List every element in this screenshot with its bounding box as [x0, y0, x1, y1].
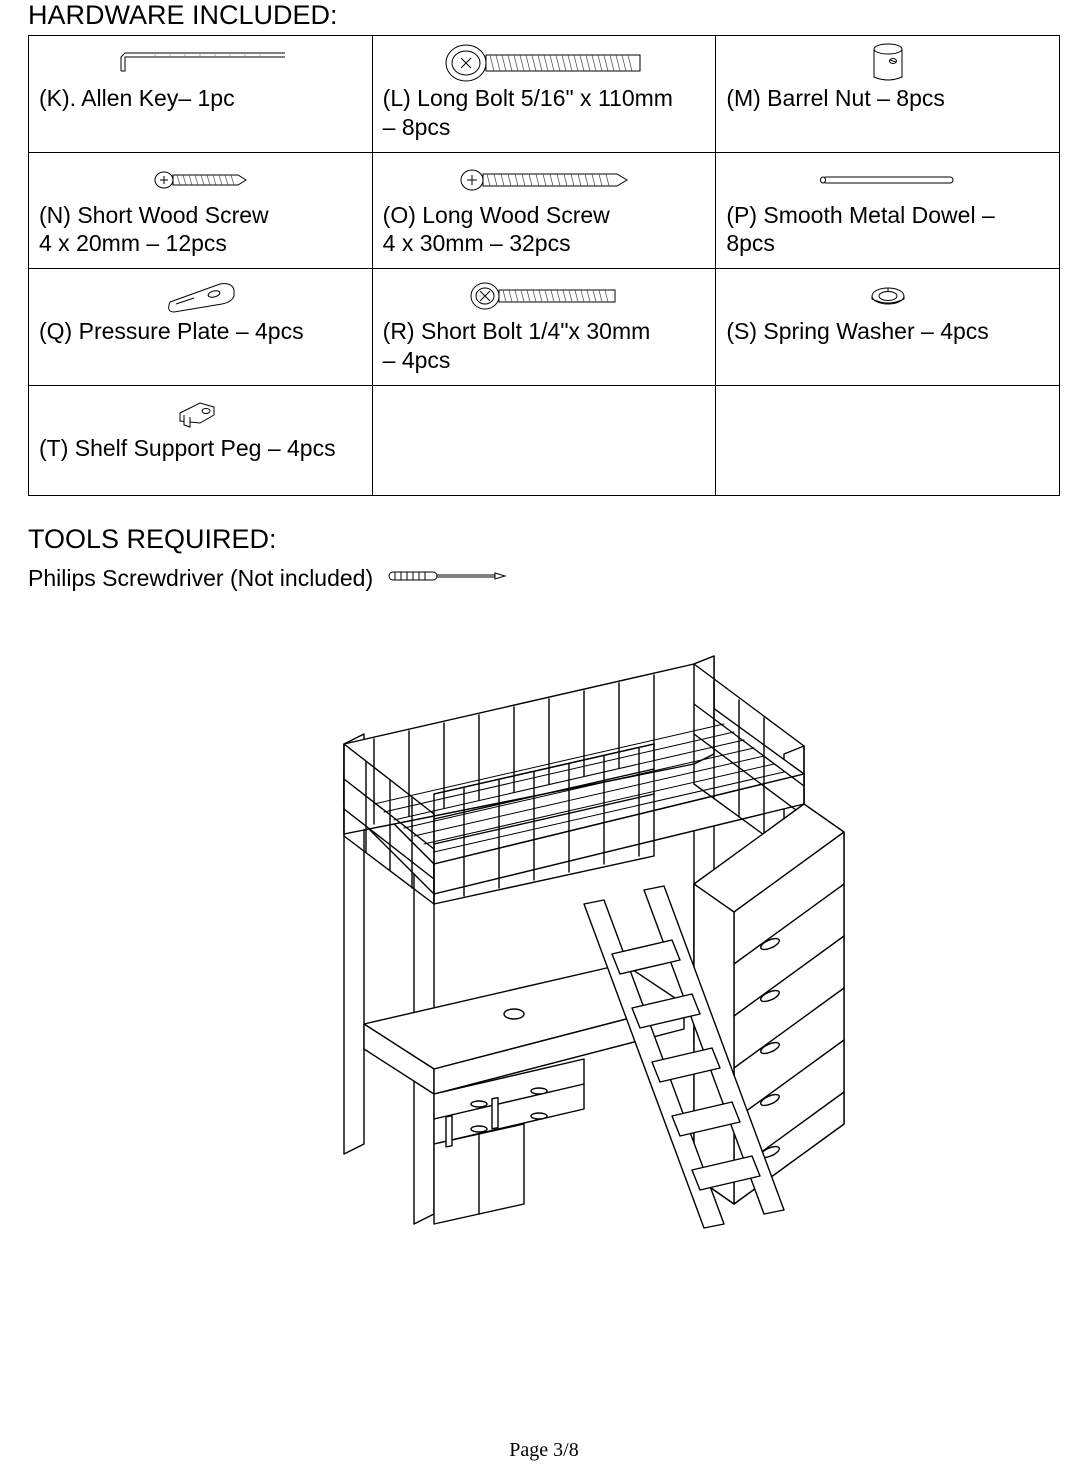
hardware-cell-n: (N) Short Wood Screw 4 x 20mm – 12pcs — [29, 152, 373, 269]
hardware-cell-m: (M) Barrel Nut – 8pcs — [716, 36, 1060, 153]
hardware-label-n: (N) Short Wood Screw 4 x 20mm – 12pcs — [39, 201, 362, 259]
page-footer: Page 3/8 — [0, 1439, 1088, 1462]
hardware-label-p: (P) Smooth Metal Dowel – 8pcs — [726, 201, 1049, 259]
hardware-cell-p: (P) Smooth Metal Dowel – 8pcs — [716, 152, 1060, 269]
hardware-title: HARDWARE INCLUDED: — [28, 0, 1060, 31]
tools-screwdriver-label: Philips Screwdriver (Not included) — [28, 565, 373, 592]
hardware-cell-r: (R) Short Bolt 1/4"x 30mm – 4pcs — [372, 269, 716, 386]
hardware-label-k: (K). Allen Key– 1pc — [39, 84, 362, 113]
screwdriver-icon — [387, 565, 507, 592]
hardware-label-o: (O) Long Wood Screw 4 x 30mm – 32pcs — [383, 201, 706, 259]
spring-washer-icon — [726, 275, 1049, 317]
hardware-label-s: (S) Spring Washer – 4pcs — [726, 317, 1049, 346]
long-wood-screw-icon — [383, 159, 706, 201]
shelf-peg-icon — [39, 392, 362, 434]
tools-title: TOOLS REQUIRED: — [28, 524, 1060, 555]
hardware-cell-q: (Q) Pressure Plate – 4pcs — [29, 269, 373, 386]
pressure-plate-icon — [39, 275, 362, 317]
hardware-label-r: (R) Short Bolt 1/4"x 30mm – 4pcs — [383, 317, 706, 375]
hardware-label-t: (T) Shelf Support Peg – 4pcs — [39, 434, 362, 463]
short-bolt-icon — [383, 275, 706, 317]
hardware-cell-empty1 — [372, 385, 716, 495]
long-bolt-icon — [383, 42, 706, 84]
product-illustration — [28, 604, 1060, 1249]
hardware-table: (K). Allen Key– 1pc — [28, 35, 1060, 496]
hardware-cell-empty2 — [716, 385, 1060, 495]
hardware-label-m: (M) Barrel Nut – 8pcs — [726, 84, 1049, 113]
hardware-cell-o: (O) Long Wood Screw 4 x 30mm – 32pcs — [372, 152, 716, 269]
hardware-cell-k: (K). Allen Key– 1pc — [29, 36, 373, 153]
hardware-label-l: (L) Long Bolt 5/16" x 110mm – 8pcs — [383, 84, 706, 142]
hardware-cell-l: (L) Long Bolt 5/16" x 110mm – 8pcs — [372, 36, 716, 153]
hardware-cell-s: (S) Spring Washer – 4pcs — [716, 269, 1060, 386]
short-wood-screw-icon — [39, 159, 362, 201]
hardware-label-q: (Q) Pressure Plate – 4pcs — [39, 317, 362, 346]
allen-key-icon — [39, 42, 362, 84]
hardware-cell-t: (T) Shelf Support Peg – 4pcs — [29, 385, 373, 495]
dowel-icon — [726, 159, 1049, 201]
barrel-nut-icon — [726, 42, 1049, 84]
